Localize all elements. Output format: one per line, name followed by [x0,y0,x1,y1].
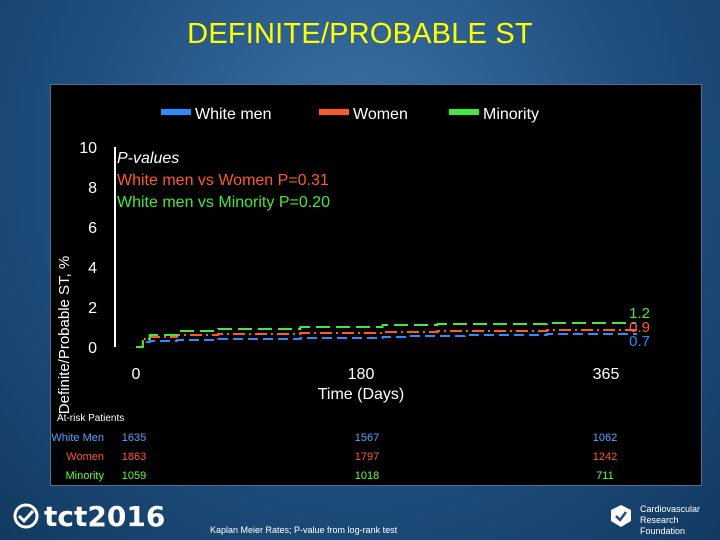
at-risk-table: White Men 1635 1567 1062 Women 1863 1797 1242 Mi… [51,432,617,482]
at-risk-label-1: Women [66,451,104,463]
km-chart: White men Women Minority Definite/Probable… [51,106,650,482]
x-tick-365: 365 [593,366,620,383]
at-risk-label-2: Minority [65,470,104,482]
x-tick-0: 0 [132,366,141,383]
slide-title: DEFINITE/PROBABLE ST [187,18,533,50]
y-tick-8: 8 [88,180,97,197]
y-tick-2: 2 [88,300,97,317]
legend-swatch-2 [449,109,479,115]
at-risk-value-1-2: 1242 [593,451,617,463]
legend-swatch-0 [161,109,191,115]
end-label-2: 1.2 [629,305,650,322]
at-risk-value-2-0: 1059 [122,470,146,482]
at-risk-value-0-2: 1062 [593,432,617,444]
legend-swatch-1 [319,109,349,115]
pvalue-minority: White men vs Minority P=0.20 [117,194,330,211]
at-risk-value-0-0: 1635 [122,432,146,444]
end-label-1: 0.9 [629,319,650,336]
pvalue-women: White men vs Women P=0.31 [117,172,329,189]
at-risk-value-1-1: 1797 [355,451,379,463]
x-ticks: 0 180 365 [132,366,620,383]
y-ticks: 0 2 4 6 8 10 [79,140,97,357]
series-line-0 [136,333,637,348]
end-label-0: 0.7 [629,333,650,350]
tct-logo-text: tct2016 [44,500,166,533]
end-labels: 0.70.91.2 [629,305,650,350]
crf-logo-line2: Research Foundation [640,515,686,536]
at-risk-value-0-1: 1567 [355,432,379,444]
tct-logo-icon [13,503,39,529]
legend: White men Women Minority [161,106,539,123]
at-risk-value-2-2: 711 [596,470,614,482]
y-tick-6: 6 [88,220,97,237]
series-line-1 [136,329,637,348]
series-lines [136,322,637,348]
chart-panel: White men Women Minority Definite/Probable… [50,84,702,486]
legend-label-1: Women [353,106,408,123]
at-risk-value-1-0: 1863 [122,451,146,463]
legend-label-2: Minority [483,106,539,123]
crf-logo-icon [611,505,631,527]
crf-logo-line1: Cardiovascular [640,504,701,514]
series-line-2 [136,322,636,348]
x-tick-180: 180 [348,366,375,383]
y-tick-10: 10 [79,140,97,157]
y-axis-label: Definite/Probable ST, % [56,256,73,414]
y-tick-4: 4 [88,260,97,277]
footnote: Kaplan Meier Rates; P-value from log-ran… [210,525,398,535]
legend-label-0: White men [195,106,271,123]
at-risk-label-0: White Men [51,432,104,444]
pvalues-header: P-values [117,150,179,167]
crf-logo-text: Cardiovascular Research Foundation [640,504,720,537]
at-risk-value-2-1: 1018 [355,470,379,482]
at-risk-title: At-risk Patients [57,413,124,424]
x-axis-label: Time (Days) [318,386,405,403]
y-tick-0: 0 [88,340,97,357]
